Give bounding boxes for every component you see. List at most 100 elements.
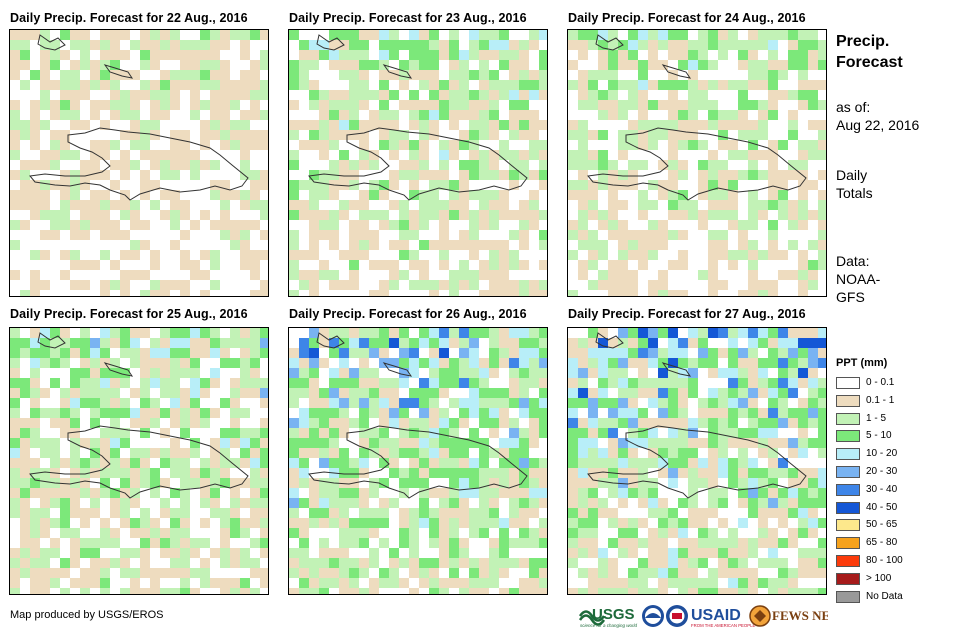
precip-cell [628,398,638,408]
precip-cell [449,100,459,110]
precip-cell [658,468,668,478]
precip-cell [728,260,738,270]
precip-cell [529,70,539,80]
precip-cell [349,348,359,358]
precip-cell [519,110,529,120]
precip-cell [748,70,758,80]
precip-cell [768,348,778,358]
precip-cell [529,130,539,140]
precip-cell [429,240,439,250]
precip-cell [439,140,449,150]
precip-cell [618,140,628,150]
precip-cell [150,80,160,90]
precip-cell [608,438,618,448]
precip-cell [30,578,40,588]
precip-cell [768,428,778,438]
precip-cell [608,518,618,528]
precip-cell [240,230,250,240]
precip-cell [708,368,718,378]
precip-cell [768,438,778,448]
precip-cell [499,190,509,200]
precip-cell [200,518,210,528]
precip-cell [329,130,339,140]
precip-cell [668,368,678,378]
precip-cell [688,110,698,120]
precip-cell [648,528,658,538]
precip-cell [200,418,210,428]
precip-cell [439,498,449,508]
precip-cell [160,448,170,458]
precip-cell [798,328,808,338]
precip-cell [419,518,429,528]
precip-cell [250,90,260,100]
precip-cell [339,280,349,290]
precip-cell [260,50,268,60]
precip-cell [748,210,758,220]
precip-cell [449,358,459,368]
precip-cell [359,448,369,458]
precip-cell [130,488,140,498]
usaid-tagline: FROM THE AMERICAN PEOPLE [691,623,756,628]
precip-cell [309,368,319,378]
precip-cell [70,110,80,120]
precip-cell [309,358,319,368]
precip-cell [539,398,547,408]
precip-cell [120,290,130,296]
forecast-map-25-aug [9,327,269,595]
precip-cell [519,80,529,90]
precip-cell [658,368,668,378]
precip-cell [250,568,260,578]
precip-cell [90,210,100,220]
precip-cell [469,478,479,488]
precip-cell [140,30,150,40]
precip-cell [349,130,359,140]
precip-cell [439,508,449,518]
precip-cell [309,280,319,290]
precip-cell [30,538,40,548]
precip-cell [60,428,70,438]
precip-cell [359,428,369,438]
precip-cell [658,328,668,338]
precip-cell [399,338,409,348]
precip-cell [718,170,728,180]
precip-cell [668,110,678,120]
precip-cell [598,250,608,260]
precip-cell [568,538,578,548]
precip-cell [70,498,80,508]
precip-cell [638,538,648,548]
precip-cell [598,70,608,80]
precip-cell [30,478,40,488]
precip-cell [678,170,688,180]
precip-cell [140,548,150,558]
precip-cell [359,358,369,368]
precip-cell [419,70,429,80]
precip-cell [648,220,658,230]
precip-cell [339,60,349,70]
precip-cell [588,408,598,418]
precip-cell [240,150,250,160]
precip-cell [40,100,50,110]
precip-cell [100,40,110,50]
precip-cell [359,140,369,150]
precip-cell [808,568,818,578]
precip-cell [419,358,429,368]
precip-cell [359,60,369,70]
precip-cell [359,150,369,160]
precip-cell [70,398,80,408]
precip-cell [379,140,389,150]
precip-cell [708,240,718,250]
precip-cell [250,458,260,468]
precip-cell [359,528,369,538]
precip-cell [180,538,190,548]
precip-cell [150,418,160,428]
precip-cell [10,388,20,398]
precip-cell [718,240,728,250]
precip-cell [618,150,628,160]
precip-cell [449,270,459,280]
precip-cell [678,408,688,418]
precip-cell [260,180,268,190]
precip-cell [479,448,489,458]
precip-cell [369,110,379,120]
precip-cell [379,40,389,50]
precip-cell [130,200,140,210]
